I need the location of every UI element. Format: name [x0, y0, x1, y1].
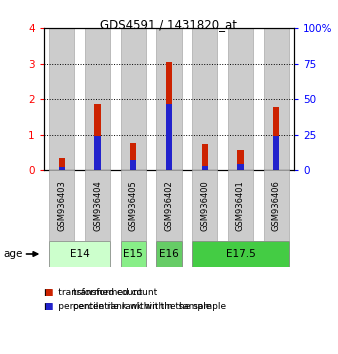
Text: age: age	[3, 249, 23, 259]
Text: ■  transformed count: ■ transformed count	[44, 287, 142, 297]
Bar	[237, 164, 244, 170]
Bar	[85, 170, 110, 241]
Text: percentile rank within the sample: percentile rank within the sample	[73, 302, 226, 311]
Text: E15: E15	[123, 249, 143, 259]
Text: ■  percentile rank within the sample: ■ percentile rank within the sample	[44, 302, 211, 311]
Bar	[237, 150, 244, 170]
Bar	[121, 170, 146, 241]
Bar	[192, 170, 217, 241]
Bar	[166, 62, 172, 170]
Text: E17.5: E17.5	[225, 249, 255, 259]
Bar	[156, 170, 182, 241]
Bar	[273, 136, 280, 170]
Bar	[94, 136, 101, 170]
Bar	[228, 170, 253, 241]
Text: GSM936400: GSM936400	[200, 180, 209, 231]
Bar	[228, 28, 253, 170]
Bar	[94, 104, 101, 170]
Bar	[130, 143, 137, 170]
Bar	[156, 28, 182, 170]
Bar	[121, 241, 146, 267]
Bar	[201, 166, 208, 170]
Bar	[49, 170, 74, 241]
Text: GSM936406: GSM936406	[272, 180, 281, 231]
Bar	[166, 104, 172, 170]
Text: ■: ■	[44, 302, 52, 311]
Text: transformed count: transformed count	[73, 287, 157, 297]
Text: GSM936405: GSM936405	[129, 180, 138, 231]
Bar	[49, 28, 74, 170]
Text: GSM936402: GSM936402	[165, 180, 173, 231]
Bar	[264, 28, 289, 170]
Bar	[121, 28, 146, 170]
Text: GSM936404: GSM936404	[93, 180, 102, 231]
Text: E16: E16	[159, 249, 179, 259]
Text: GDS4591 / 1431820_at: GDS4591 / 1431820_at	[100, 18, 238, 31]
Bar	[49, 241, 110, 267]
Bar	[130, 160, 137, 170]
Bar	[201, 144, 208, 170]
Bar	[58, 158, 65, 170]
Bar	[156, 241, 182, 267]
Bar	[58, 167, 65, 170]
Text: GSM936401: GSM936401	[236, 180, 245, 231]
Text: GSM936403: GSM936403	[57, 180, 66, 231]
Text: E14: E14	[70, 249, 90, 259]
Bar	[273, 107, 280, 170]
Bar	[192, 241, 289, 267]
Bar	[192, 28, 217, 170]
Bar	[85, 28, 110, 170]
Text: ■: ■	[44, 287, 52, 297]
Bar	[264, 170, 289, 241]
